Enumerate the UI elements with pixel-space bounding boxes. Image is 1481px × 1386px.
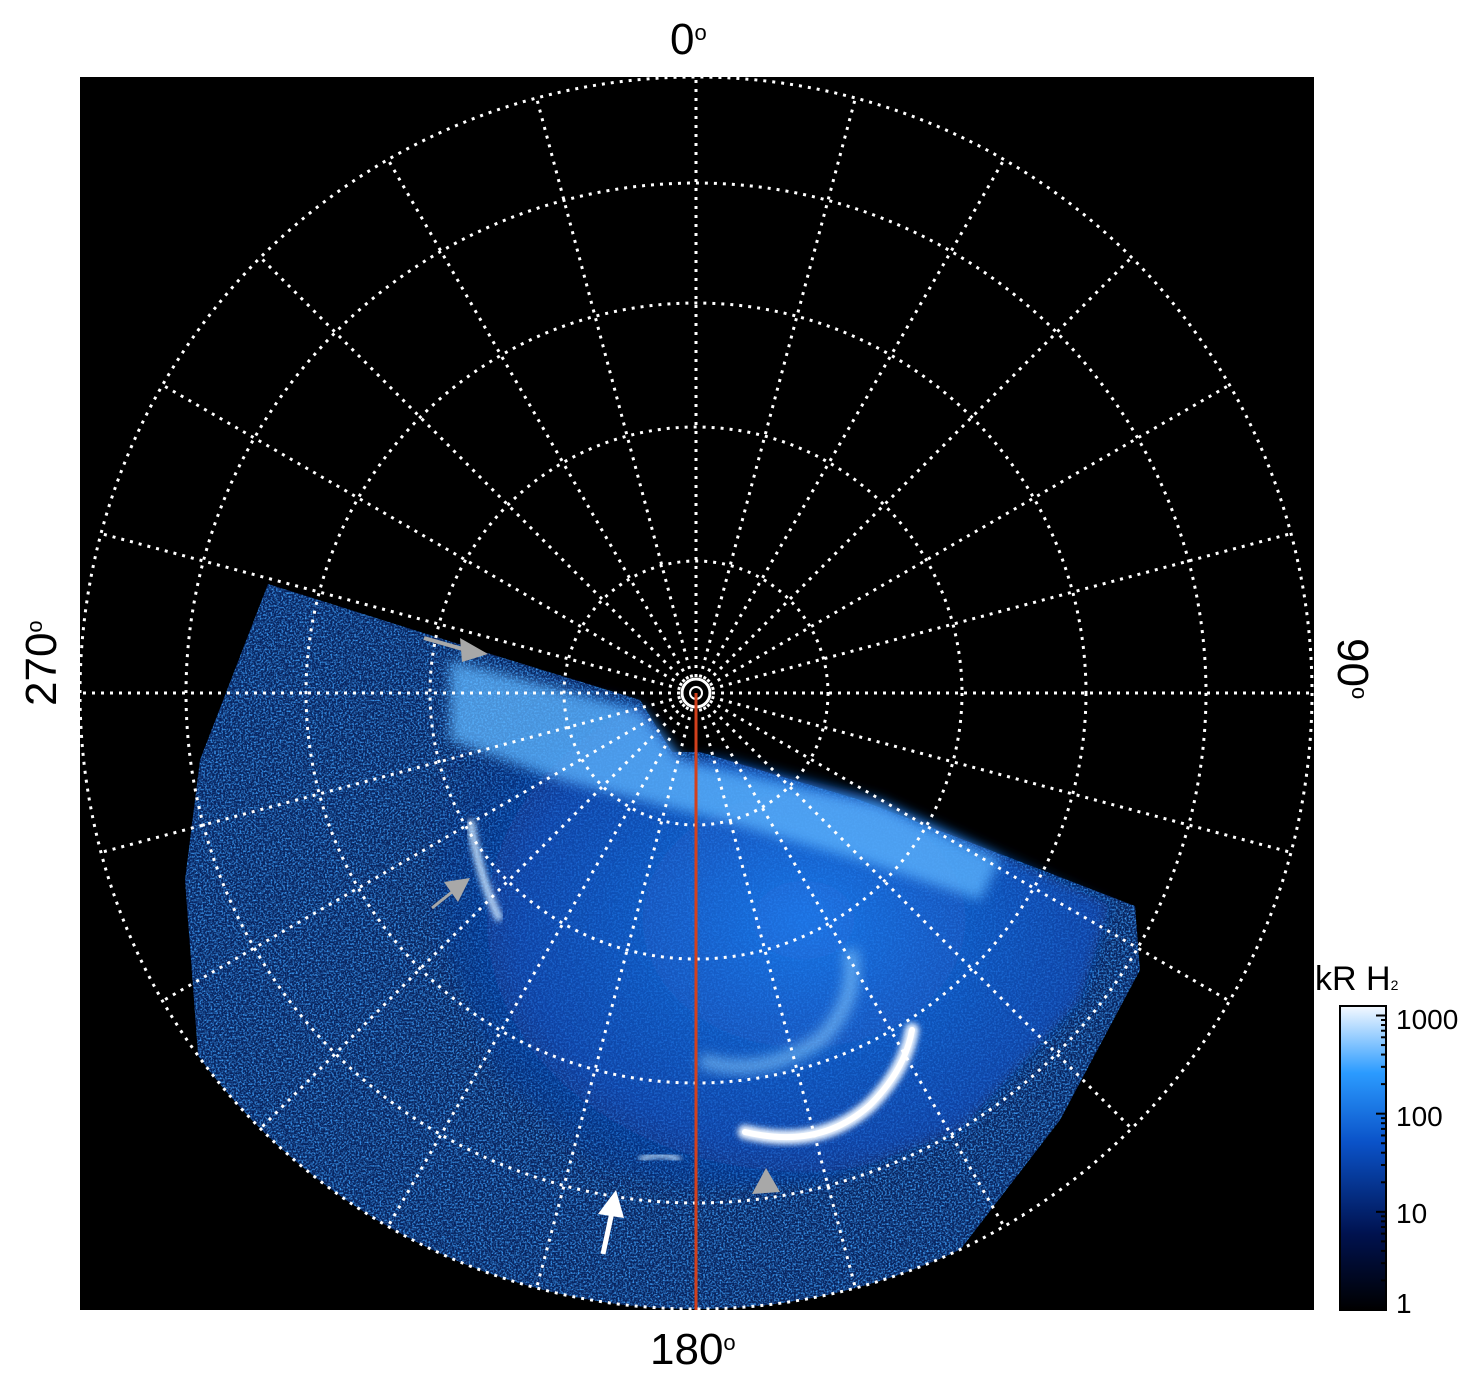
grid-spoke-15 xyxy=(698,97,857,678)
colorbar xyxy=(1339,1005,1387,1311)
angle-label-270: 270o xyxy=(17,620,66,706)
grid-spoke-315 xyxy=(259,256,686,683)
grid-spoke-240 xyxy=(161,699,683,1003)
grid-circle-2 xyxy=(428,425,964,961)
grid-spoke-120 xyxy=(709,699,1231,1003)
grid-spoke-135 xyxy=(706,703,1133,1130)
arrow-grey-dawn xyxy=(423,636,488,662)
grid-spoke-195 xyxy=(535,708,694,1289)
polar-grid xyxy=(78,75,1314,1311)
grid-spoke-255 xyxy=(100,695,681,854)
grid-spoke-225 xyxy=(259,703,686,1130)
colorbar-tick-10: 10 xyxy=(1396,1198,1428,1229)
colorbar-tick-1: 1 xyxy=(1396,1288,1412,1319)
colorbar-tick-1000: 1000 xyxy=(1396,1004,1459,1035)
colorbar-tick-100: 100 xyxy=(1396,1101,1443,1132)
arrow-grey-left xyxy=(431,878,470,910)
grid-spoke-345 xyxy=(535,97,694,678)
arrow-white xyxy=(598,1190,624,1255)
grid-spoke-300 xyxy=(161,383,683,687)
angle-label-90: 90o xyxy=(1328,638,1377,700)
grid-spoke-75 xyxy=(711,532,1292,691)
grid-spoke-30 xyxy=(702,158,1006,680)
grid-spoke-150 xyxy=(702,706,1006,1228)
grid-spoke-330 xyxy=(386,158,690,680)
grid-circle-5 xyxy=(78,75,1314,1311)
grid-spoke-105 xyxy=(711,695,1292,854)
arrow-grey-right xyxy=(752,1168,780,1194)
grid-spoke-60 xyxy=(709,383,1231,687)
grid-spoke-45 xyxy=(706,256,1133,683)
grid-spoke-210 xyxy=(386,706,690,1228)
grid-spoke-165 xyxy=(698,708,857,1289)
angle-label-0: 0o xyxy=(670,15,707,64)
angle-label-180: 180o xyxy=(650,1325,736,1374)
colorbar-title: kR H2 xyxy=(1315,960,1399,998)
grid-spoke-285 xyxy=(100,532,681,691)
colorbar-ticks xyxy=(1376,1014,1386,1311)
